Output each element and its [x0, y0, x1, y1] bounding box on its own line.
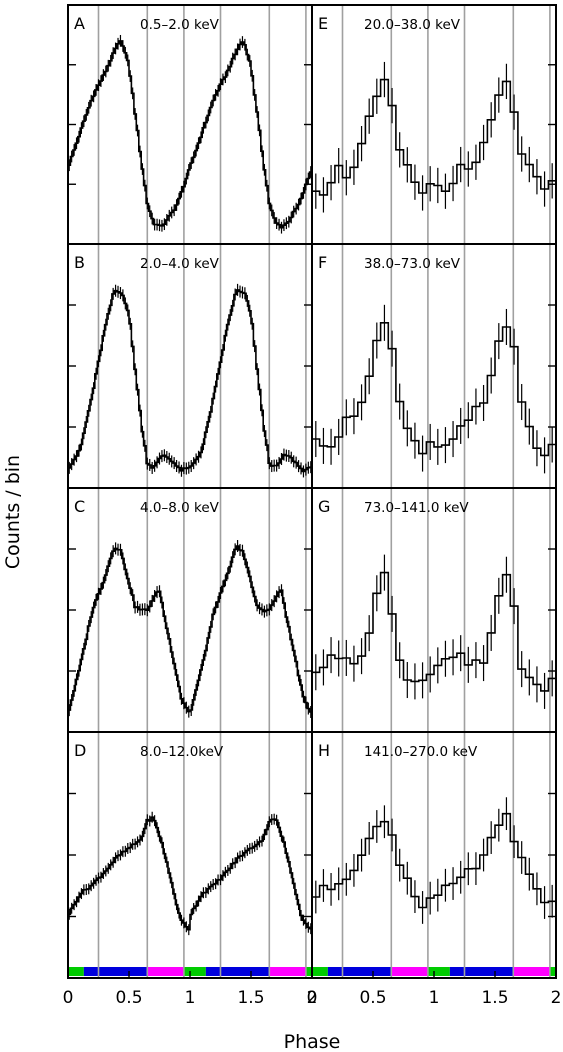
- panel-tag-E: E: [318, 14, 328, 33]
- phase-band-green: [68, 967, 84, 976]
- panel-tag-H: H: [318, 741, 330, 760]
- x-tick-label: 1.5: [481, 988, 508, 1008]
- energy-label-F: 38.0–73.0 keV: [364, 256, 461, 272]
- profile-E: [312, 78, 556, 196]
- x-tick-label: 1: [429, 988, 440, 1008]
- panel-tag-B: B: [74, 253, 85, 272]
- profile-D: [68, 816, 312, 931]
- profile-H: [312, 812, 556, 909]
- profile-B: [68, 289, 312, 473]
- panel-tag-G: G: [318, 497, 330, 516]
- pulse-profiles: [68, 34, 556, 936]
- x-tick-label: 0.5: [115, 988, 142, 1008]
- x-tick-label: 0.5: [359, 988, 386, 1008]
- x-tick-label: 0: [63, 988, 74, 1008]
- panel-tag-A: A: [74, 14, 85, 33]
- profile-A: [68, 40, 312, 229]
- energy-label-G: 73.0–141.0 keV: [364, 500, 469, 516]
- phase-band-green: [305, 967, 312, 976]
- panel-tag-F: F: [318, 253, 327, 272]
- y-axis-label: Counts / bin: [2, 455, 24, 569]
- phase-band-blue: [449, 967, 514, 976]
- phase-band-blue: [83, 967, 148, 976]
- x-tick-label: 2: [307, 988, 318, 1008]
- x-tick-label: 1: [185, 988, 196, 1008]
- energy-label-C: 4.0–8.0 keV: [140, 500, 220, 516]
- x-axis-label: Phase: [284, 1031, 341, 1052]
- phase-band-magenta: [269, 967, 306, 976]
- phase-gridlines: [97, 5, 551, 978]
- phase-band-magenta: [513, 967, 550, 976]
- phase-band-blue: [327, 967, 392, 976]
- phase-band-green: [549, 967, 556, 976]
- energy-label-A: 0.5–2.0 keV: [140, 17, 220, 33]
- profile-F: [312, 322, 556, 457]
- profile-G: [312, 571, 556, 692]
- panel-tag-C: C: [74, 497, 85, 516]
- panel-tag-D: D: [74, 741, 86, 760]
- phase-band-green: [312, 967, 328, 976]
- phase-band-magenta: [391, 967, 428, 976]
- y-ticks: [68, 64, 556, 918]
- energy-label-D: 8.0–12.0keV: [140, 744, 224, 760]
- phase-band-green: [183, 967, 206, 976]
- x-tick-label: 0: [307, 988, 318, 1008]
- energy-label-H: 141.0–270.0 keV: [364, 744, 478, 760]
- phase-bands: [68, 967, 556, 976]
- energy-label-E: 20.0–38.0 keV: [364, 17, 461, 33]
- phase-band-green: [427, 967, 450, 976]
- panel-labels: A 0.5–2.0 keV B 2.0–4.0 keV C 4.0–8.0 keV D 8.0…: [74, 14, 478, 760]
- x-tick-label: 2: [551, 988, 562, 1008]
- x-tick-label: 1.5: [237, 988, 264, 1008]
- energy-label-B: 2.0–4.0 keV: [140, 256, 220, 272]
- profile-C: [68, 545, 312, 713]
- x-ticks: 0 0.5 1 1.5 2 0.5 1 1.5 20: [63, 971, 562, 1008]
- phase-band-magenta: [147, 967, 184, 976]
- phase-band-blue: [205, 967, 270, 976]
